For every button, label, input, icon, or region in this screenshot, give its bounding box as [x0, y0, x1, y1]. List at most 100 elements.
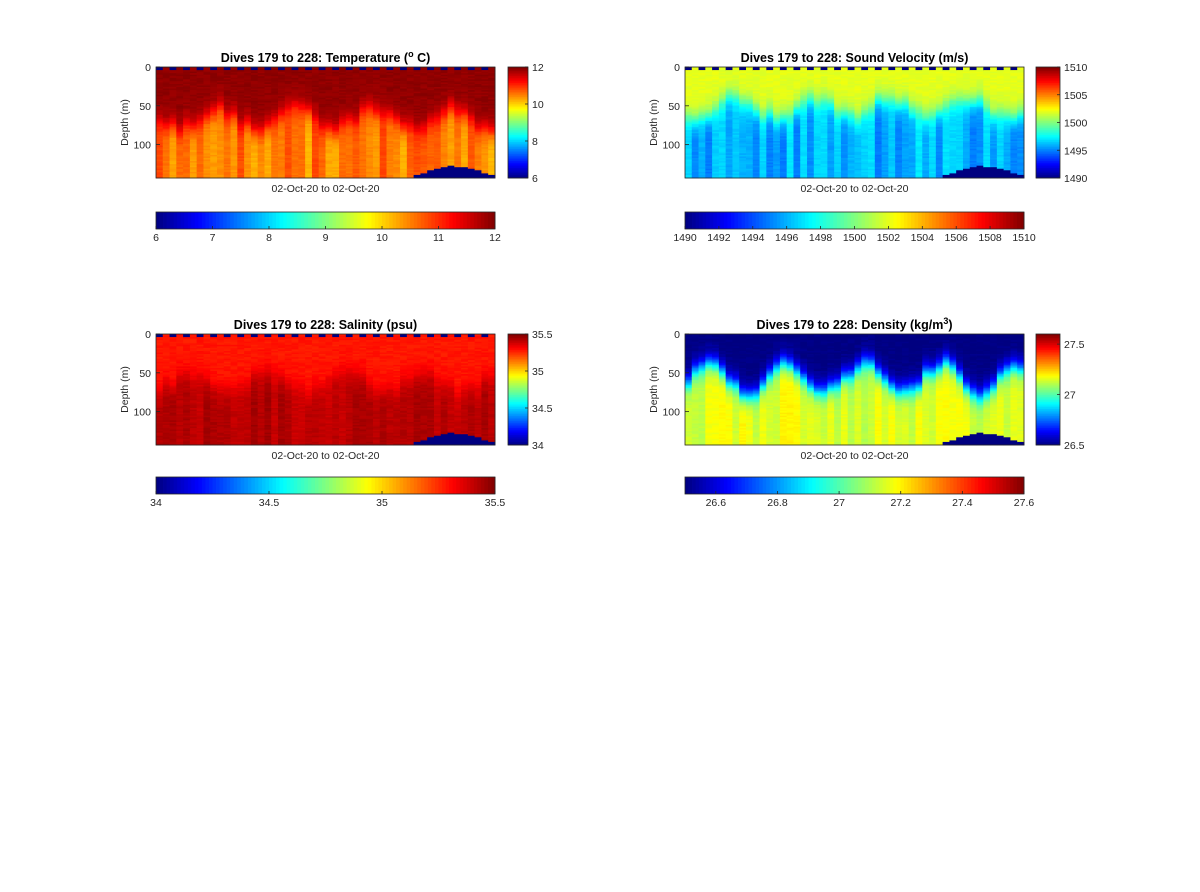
- heatmap-cell: [305, 144, 313, 147]
- heatmap-cell: [183, 94, 191, 97]
- heatmap-cell: [257, 82, 265, 85]
- heatmap-cell: [271, 131, 279, 134]
- heatmap-cell: [298, 114, 306, 117]
- heatmap-cell: [156, 111, 164, 114]
- heatmap-cell: [257, 130, 265, 133]
- heatmap-cell: [210, 82, 218, 85]
- heatmap-cell: [250, 99, 259, 102]
- heatmap-cell: [291, 68, 299, 71]
- heatmap-cell: [223, 120, 231, 123]
- heatmap-cell: [169, 137, 177, 140]
- heatmap-cell: [298, 148, 306, 151]
- heatmap-cell: [332, 94, 340, 97]
- heatmap-cell: [189, 70, 198, 73]
- heatmap-cell: [196, 90, 204, 93]
- heatmap-cell: [217, 96, 225, 99]
- heatmap-cell: [176, 117, 184, 120]
- heatmap-cell: [223, 88, 231, 91]
- heatmap-cell: [311, 82, 320, 85]
- heatmap-cell: [196, 114, 204, 117]
- heatmap-cell: [210, 107, 218, 110]
- heatmap-cell: [176, 134, 184, 137]
- heatmap-cell: [257, 154, 265, 157]
- heatmap-cell: [244, 116, 252, 119]
- heatmap-cell: [223, 167, 231, 170]
- heatmap-cell: [244, 108, 252, 111]
- heatmap-cell: [379, 70, 387, 73]
- heatmap-cell: [339, 100, 347, 103]
- heatmap-cell: [169, 125, 177, 128]
- heatmap-cell: [189, 130, 198, 133]
- heatmap-cell: [305, 111, 313, 114]
- heatmap-cell: [271, 117, 279, 120]
- colorbar-swatch: [399, 212, 404, 229]
- heatmap-cell: [217, 88, 225, 91]
- heatmap-cell: [183, 116, 191, 119]
- heatmap-cell: [257, 97, 265, 100]
- heatmap-cell: [339, 171, 347, 174]
- heatmap-cell: [210, 90, 218, 93]
- heatmap-cell: [359, 133, 367, 136]
- heatmap-cell: [217, 151, 225, 154]
- heatmap-cell: [311, 79, 320, 82]
- heatmap-cell: [291, 147, 299, 150]
- heatmap-cell: [244, 119, 252, 122]
- heatmap-cell: [311, 162, 320, 165]
- heatmap-cell: [176, 94, 184, 97]
- heatmap-cell: [203, 119, 211, 122]
- heatmap-cell: [379, 114, 387, 117]
- heatmap-cell: [162, 147, 170, 150]
- heatmap-cell: [271, 70, 279, 73]
- heatmap-cell: [352, 161, 360, 163]
- heatmap-cell: [298, 87, 306, 89]
- heatmap-cell: [244, 159, 252, 162]
- heatmap-cell: [169, 156, 177, 159]
- heatmap-cell: [230, 70, 238, 73]
- heatmap-cell: [237, 176, 245, 179]
- heatmap-cell: [379, 122, 387, 125]
- heatmap-cell: [298, 97, 306, 100]
- heatmap-cell: [264, 96, 272, 99]
- heatmap-cell: [366, 147, 374, 150]
- heatmap-cell: [210, 122, 218, 125]
- heatmap-cell: [284, 94, 292, 97]
- heatmap-cell: [223, 161, 231, 163]
- heatmap-cell: [298, 159, 306, 162]
- heatmap-cell: [169, 102, 177, 105]
- heatmap-cell: [318, 170, 326, 173]
- colorbar-swatch: [276, 212, 280, 229]
- heatmap-cell: [176, 159, 184, 162]
- heatmap-cell: [284, 171, 292, 174]
- heatmap-cell: [250, 71, 259, 74]
- heatmap-cell: [305, 107, 313, 110]
- heatmap-cell: [210, 105, 218, 108]
- heatmap-cell: [244, 107, 252, 110]
- heatmap-cell: [271, 148, 279, 151]
- heatmap-cell: [318, 120, 326, 123]
- heatmap-cell: [189, 133, 198, 136]
- colorbar-swatch: [286, 212, 291, 229]
- heatmap-cell: [264, 88, 272, 91]
- heatmap-cell: [169, 153, 177, 156]
- heatmap-cell: [271, 133, 279, 136]
- heatmap-cell: [332, 110, 340, 113]
- heatmap-cell: [339, 151, 347, 154]
- heatmap-cell: [156, 93, 164, 96]
- heatmap-cell: [237, 110, 245, 113]
- heatmap-cell: [291, 116, 299, 119]
- heatmap-cell: [366, 116, 374, 119]
- heatmap-cell: [271, 125, 279, 128]
- heatmap-cell: [311, 142, 320, 145]
- heatmap-cell: [210, 147, 218, 150]
- heatmap-cell: [345, 122, 354, 125]
- heatmap-cell: [311, 171, 320, 174]
- heatmap-cell: [311, 71, 320, 74]
- heatmap-cell: [230, 161, 238, 163]
- heatmap-cell: [257, 73, 265, 76]
- heatmap-cell: [305, 122, 313, 125]
- heatmap-cell: [332, 80, 340, 83]
- heatmap-cell: [257, 176, 265, 179]
- colorbar-swatch: [420, 212, 425, 229]
